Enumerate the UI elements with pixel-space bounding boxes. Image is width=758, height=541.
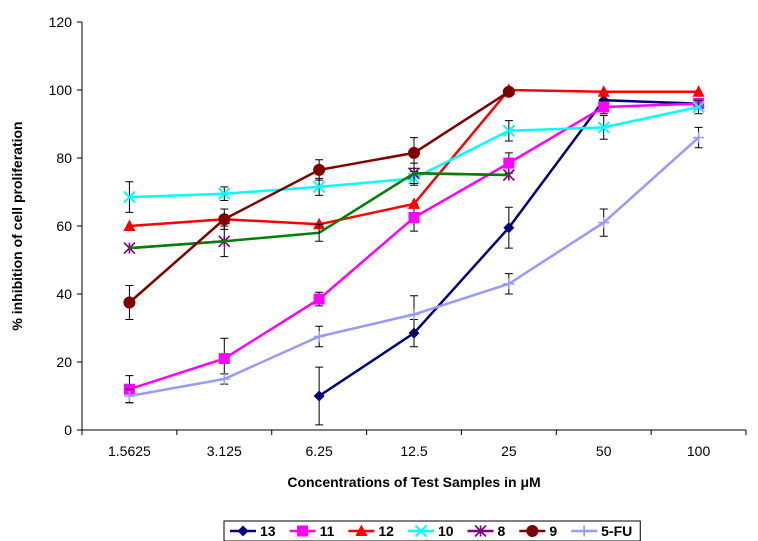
legend-label: 9 [549, 523, 557, 539]
data-point [692, 85, 705, 97]
x-tick-label: 50 [596, 443, 612, 459]
legend: 13 11 12 10 8 9 5-FU [223, 520, 641, 541]
data-point [598, 101, 610, 113]
series-5-FU [123, 126, 705, 404]
data-point [408, 197, 420, 209]
x-tick-label: 1.5625 [108, 443, 151, 459]
series-13 [313, 94, 705, 426]
data-point [408, 308, 420, 320]
legend-item: 10 [407, 523, 454, 539]
data-point [598, 217, 610, 229]
data-point [692, 100, 705, 114]
data-point [313, 293, 325, 305]
data-point [313, 390, 325, 402]
series-line-5 [129, 172, 509, 250]
data-point [123, 219, 136, 231]
data-point [123, 190, 136, 204]
legend-label: 10 [438, 523, 454, 539]
legend-label: 5-FU [601, 523, 632, 539]
data-point [313, 163, 326, 176]
x-tick-label: 25 [501, 443, 517, 459]
data-point [218, 187, 231, 200]
legend-box [223, 520, 641, 541]
y-ticks: 0 20 40 60 80 100 120 [49, 14, 82, 438]
legend-item: 8 [467, 523, 506, 539]
legend-marker [237, 525, 249, 537]
x-tick-label: 6.25 [306, 443, 333, 459]
legend-marker [414, 524, 428, 538]
error-bar [315, 223, 324, 242]
y-tick-label: 20 [56, 354, 72, 370]
data-point [597, 85, 610, 97]
data-point [312, 180, 326, 194]
data-point [408, 212, 420, 223]
legend-item: 11 [289, 523, 335, 539]
y-tick-label: 120 [49, 14, 73, 30]
data-point [503, 157, 515, 169]
legend-marker [355, 524, 368, 536]
y-tick-label: 100 [49, 82, 73, 98]
data-point [313, 217, 326, 230]
y-tick-label: 80 [56, 150, 72, 166]
series-9 [123, 85, 515, 320]
legend-item: 5-FU [571, 523, 632, 539]
legend-item: 9 [519, 523, 557, 539]
x-tick-label: 100 [687, 443, 711, 459]
legend-item: 12 [348, 523, 394, 539]
legend-label: 13 [260, 523, 276, 539]
x-ticks: 1.5625 3.125 6.25 12.5 25 50 100 [81, 430, 747, 459]
legend-item: 13 [230, 523, 276, 539]
legend-marker [474, 524, 487, 538]
y-tick-label: 60 [56, 218, 72, 234]
series-layer [123, 83, 705, 426]
legend-label: 8 [498, 523, 506, 539]
x-tick-label: 12.5 [400, 443, 427, 459]
legend-label: 12 [378, 523, 394, 539]
data-point [693, 132, 705, 144]
x-tick-label: 3.125 [207, 443, 242, 459]
data-point [313, 331, 325, 342]
legend-marker [578, 525, 590, 537]
data-point [502, 85, 515, 98]
data-point [123, 390, 135, 402]
data-point [502, 124, 516, 138]
data-point [218, 353, 230, 365]
data-point [503, 222, 515, 234]
x-axis-title: Concentrations of Test Samples in μM [287, 474, 540, 490]
data-point [597, 121, 610, 134]
data-point [218, 373, 230, 385]
y-axis-title: % inhibition of cell proliferation [9, 121, 25, 330]
legend-label: 11 [320, 523, 335, 539]
data-point [123, 296, 136, 309]
data-point [408, 146, 420, 159]
data-point [218, 213, 231, 226]
y-tick-label: 0 [64, 422, 72, 438]
legend-marker [297, 525, 309, 537]
legend-marker [526, 525, 539, 537]
y-tick-label: 40 [56, 286, 72, 302]
data-point [503, 278, 515, 290]
